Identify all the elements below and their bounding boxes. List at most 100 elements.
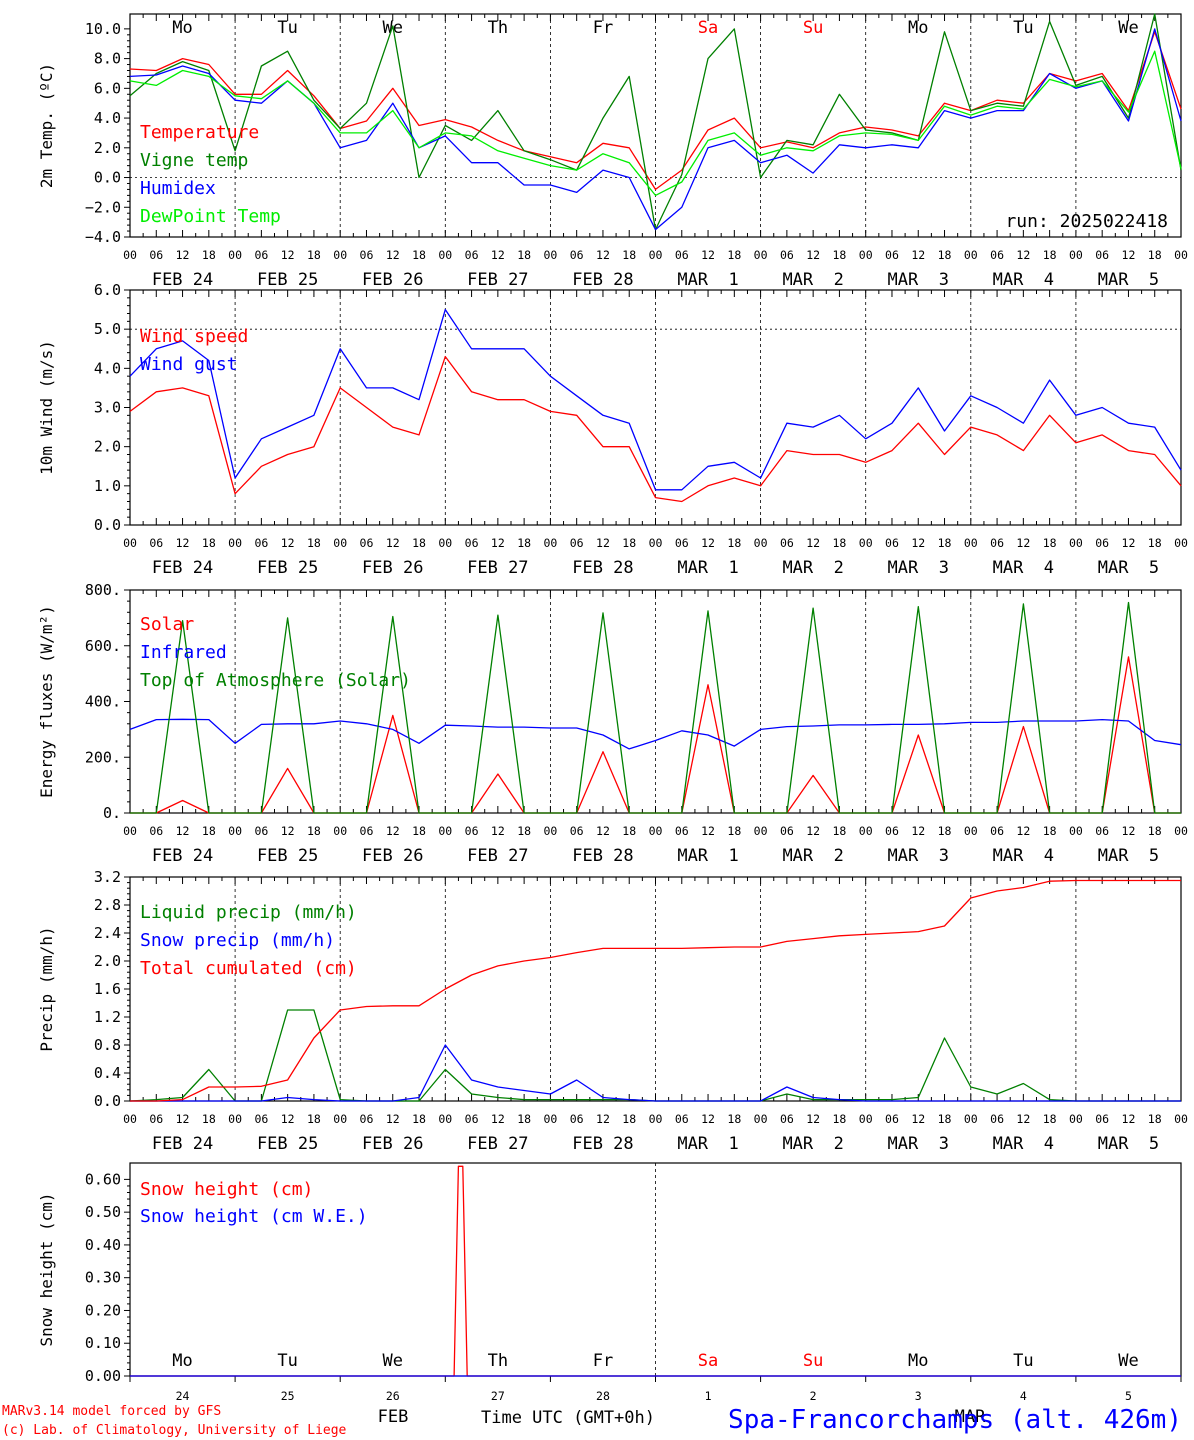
day-name-label: Fr <box>593 18 613 38</box>
hour-tick-label: 18 <box>307 824 321 838</box>
series-line-infrared <box>129 718 1182 750</box>
hour-tick-label: 00 <box>333 248 347 262</box>
hour-tick-label: 12 <box>386 824 400 838</box>
hour-tick-label: 12 <box>911 536 925 550</box>
hour-tick-label: 00 <box>649 824 663 838</box>
y-tick-label: 2.4 <box>94 924 121 942</box>
station-title: Spa-Francorchamps (alt. 426m) <box>728 1405 1182 1435</box>
hour-tick-label: 12 <box>806 824 820 838</box>
hour-tick-label: 12 <box>1122 536 1136 550</box>
run-label: run: 2025022418 <box>1005 211 1168 232</box>
hour-tick-label: 00 <box>123 536 137 550</box>
legend-entry: Humidex <box>140 178 216 199</box>
hour-tick-label: 18 <box>202 248 216 262</box>
y-axis-label: Snow height (cm) <box>37 1192 56 1346</box>
hour-tick-label: 00 <box>964 1112 978 1126</box>
legend-entry: Solar <box>140 614 194 635</box>
hour-tick-label: 06 <box>1095 1112 1109 1126</box>
hour-tick-label: 00 <box>859 824 873 838</box>
day-name-label: We <box>1118 1351 1138 1371</box>
hour-tick-label: 00 <box>438 1112 452 1126</box>
date-label: MAR 2 <box>782 270 843 290</box>
hour-tick-label: 12 <box>281 248 295 262</box>
day-name-label: Tu <box>277 18 297 38</box>
y-tick-label: 10.0 <box>85 20 121 38</box>
hour-tick-label: 06 <box>254 248 268 262</box>
day-number-label: 25 <box>281 1389 295 1403</box>
hour-tick-label: 06 <box>254 824 268 838</box>
hour-tick-label: 12 <box>1016 824 1030 838</box>
date-label: FEB 25 <box>257 1134 318 1154</box>
day-name-label: Th <box>488 1351 508 1371</box>
date-label: MAR 4 <box>993 270 1054 290</box>
month-label-feb: FEB <box>378 1407 409 1427</box>
series-line-wind-gust <box>129 308 1182 491</box>
hour-tick-label: 00 <box>649 536 663 550</box>
hour-tick-label: 18 <box>412 536 426 550</box>
credit-line-2: (c) Lab. of Climatology, University of L… <box>2 1423 347 1438</box>
hour-tick-label: 06 <box>885 248 899 262</box>
date-label: FEB 24 <box>152 558 213 578</box>
hour-tick-label: 18 <box>727 824 741 838</box>
hour-tick-label: 18 <box>727 1112 741 1126</box>
date-label: MAR 4 <box>993 1134 1054 1154</box>
hour-tick-label: 12 <box>491 248 505 262</box>
hour-tick-label: 00 <box>1069 536 1083 550</box>
date-label: MAR 3 <box>888 270 949 290</box>
panel-4: 3.2 2.8 2.4 2.0 1.6 1.2 0.8 0.4 0.0 Precip (mm/h)… <box>37 868 1188 1154</box>
hour-tick-label: 12 <box>806 248 820 262</box>
y-axis-label: 2m Temp. (ºC) <box>37 63 56 188</box>
hour-tick-label: 12 <box>281 824 295 838</box>
day-name-label: Sa <box>698 1351 718 1371</box>
hour-tick-label: 00 <box>123 1112 137 1126</box>
hour-tick-label: 18 <box>517 1112 531 1126</box>
hour-tick-label: 06 <box>885 536 899 550</box>
hour-tick-label: 00 <box>859 536 873 550</box>
legend-entry: DewPoint Temp <box>140 206 281 227</box>
y-tick-label: 0.0 <box>94 1092 121 1110</box>
date-label: FEB 27 <box>467 846 528 866</box>
day-number-label: 2 <box>810 1389 817 1403</box>
plot-frame <box>129 589 1182 814</box>
hour-tick-label: 06 <box>254 536 268 550</box>
legend-entry: Infrared <box>140 642 227 663</box>
hour-tick-label: 06 <box>885 824 899 838</box>
y-tick-label: 600. <box>85 637 121 655</box>
hour-tick-label: 12 <box>1122 248 1136 262</box>
y-axis-label: Precip (mm/h) <box>37 926 56 1051</box>
hour-tick-label: 12 <box>806 1112 820 1126</box>
y-tick-label: 0.20 <box>85 1301 121 1319</box>
date-label: FEB 24 <box>152 1134 213 1154</box>
y-tick-label: 0.50 <box>85 1203 121 1221</box>
hour-tick-label: 18 <box>622 248 636 262</box>
day-number-label: 3 <box>915 1389 922 1403</box>
hour-tick-label: 18 <box>1148 1112 1162 1126</box>
hour-tick-label: 06 <box>990 824 1004 838</box>
hour-tick-label: 06 <box>360 248 374 262</box>
y-tick-label: 400. <box>85 693 121 711</box>
hour-tick-label: 06 <box>465 248 479 262</box>
date-label: MAR 1 <box>677 270 738 290</box>
day-name-label: Mo <box>908 18 928 38</box>
hour-tick-label: 00 <box>438 248 452 262</box>
y-tick-label: 6.0 <box>94 79 121 97</box>
hour-tick-label: 12 <box>386 1112 400 1126</box>
hour-tick-label: 00 <box>333 824 347 838</box>
hour-tick-label: 12 <box>1016 248 1030 262</box>
y-tick-label: 2.8 <box>94 896 121 914</box>
y-tick-label: 0.00 <box>85 1367 121 1385</box>
y-tick-label: 5.0 <box>94 320 121 338</box>
y-axis-label: Energy fluxes (W/m²) <box>37 605 56 798</box>
date-label: FEB 26 <box>362 270 423 290</box>
hour-tick-label: 06 <box>570 1112 584 1126</box>
hour-tick-label: 12 <box>386 248 400 262</box>
hour-tick-label: 00 <box>1174 248 1188 262</box>
hour-tick-label: 00 <box>1174 1112 1188 1126</box>
hour-tick-label: 12 <box>701 824 715 838</box>
series-line-top-of-atmosphere-solar <box>130 601 1181 814</box>
plot-frame <box>129 13 1182 238</box>
hour-tick-label: 18 <box>832 824 846 838</box>
y-tick-label: 4.0 <box>94 359 121 377</box>
date-label: MAR 1 <box>677 558 738 578</box>
panel-2: 6.0 5.0 4.0 3.0 2.0 1.0 0.0 10m Wind (m/s) 00 06 1… <box>37 281 1188 578</box>
